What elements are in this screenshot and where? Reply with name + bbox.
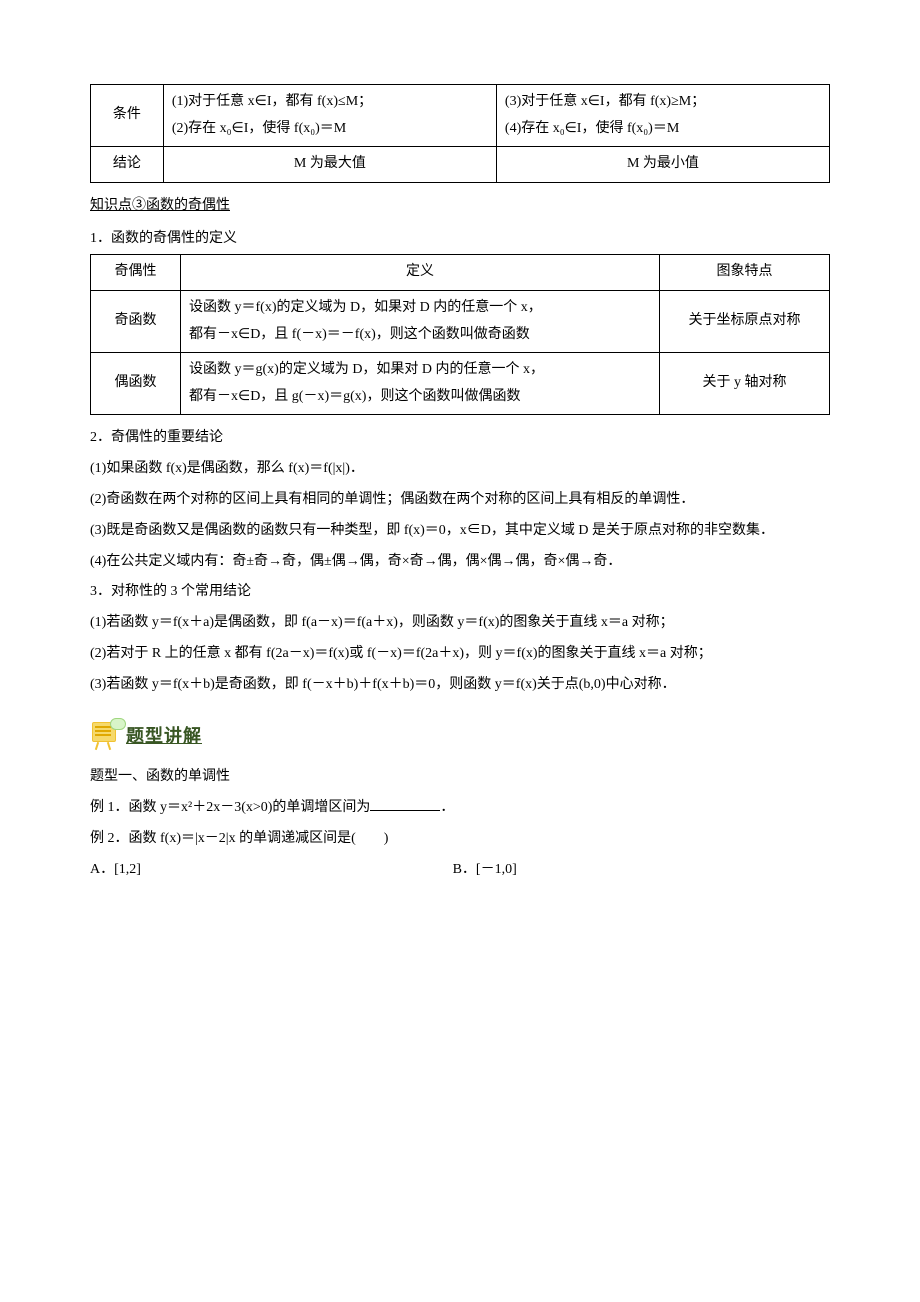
def-line: 都有－x∈D，且 f(－x)＝－f(x)，则这个函数叫做奇函数 [189,322,651,349]
s3-3-p1: (1)若函数 y＝f(x＋a)是偶函数，即 f(a－x)＝f(a＋x)，则函数 … [90,608,830,639]
s3-1-title: 1．函数的奇偶性的定义 [90,224,830,255]
s3-3-title: 3．对称性的 3 个常用结论 [90,577,830,608]
cond-left: (1)对于任意 x∈I，都有 f(x)≤M； (2)存在 x₀∈I，使得 f(x… [163,85,496,147]
s3-2-p1: (1)如果函数 f(x)是偶函数，那么 f(x)＝f(|x|)． [90,454,830,485]
table-row: 条件 (1)对于任意 x∈I，都有 f(x)≤M； (2)存在 x₀∈I，使得 … [91,85,830,147]
parity-name: 奇函数 [91,290,181,352]
tixing-heading-text: 题型讲解 [126,717,202,757]
ex1-suffix: ． [440,800,454,815]
lecture-board-icon [90,722,124,750]
topic-1-title: 题型一、函数的单调性 [90,762,830,793]
s3-3-p3: (3)若函数 y＝f(x＋b)是奇函数，即 f(－x＋b)＋f(x＋b)＝0，则… [90,670,830,701]
table-row: 结论 M 为最大值 M 为最小值 [91,147,830,183]
parity-def: 设函数 y＝f(x)的定义域为 D，如果对 D 内的任意一个 x， 都有－x∈D… [181,290,660,352]
section-3-title: 知识点③函数的奇偶性 [90,191,830,222]
conclusion-right: M 为最小值 [496,147,829,183]
col-header: 奇偶性 [91,255,181,291]
table-header-row: 奇偶性 定义 图象特点 [91,255,830,291]
option-a: A．[1,2] [90,855,453,886]
def-line: 都有－x∈D，且 g(－x)＝g(x)，则这个函数叫做偶函数 [189,384,651,411]
s3-2-p3: (3)既是奇函数又是偶函数的函数只有一种类型，即 f(x)＝0，x∈D，其中定义… [90,516,830,547]
ex1-text: 例 1．函数 y＝x²＋2x－3(x>0)的单调增区间为 [90,800,370,815]
cond-line: (1)对于任意 x∈I，都有 f(x)≤M； [172,89,488,116]
row-label: 结论 [91,147,164,183]
cond-line: (2)存在 x₀∈I，使得 f(x₀)＝M [172,116,488,143]
parity-name: 偶函数 [91,353,181,415]
table-row: 偶函数 设函数 y＝g(x)的定义域为 D，如果对 D 内的任意一个 x， 都有… [91,353,830,415]
parity-def: 设函数 y＝g(x)的定义域为 D，如果对 D 内的任意一个 x， 都有－x∈D… [181,353,660,415]
col-header: 定义 [181,255,660,291]
example-1: 例 1．函数 y＝x²＋2x－3(x>0)的单调增区间为 ． [90,793,830,824]
table-row: 奇函数 设函数 y＝f(x)的定义域为 D，如果对 D 内的任意一个 x， 都有… [91,290,830,352]
s3-3-p2: (2)若对于 R 上的任意 x 都有 f(2a－x)＝f(x)或 f(－x)＝f… [90,639,830,670]
def-line: 设函数 y＝f(x)的定义域为 D，如果对 D 内的任意一个 x， [189,295,651,322]
conclusion-left: M 为最大值 [163,147,496,183]
cond-line: (4)存在 x₀∈I，使得 f(x₀)＝M [505,116,821,143]
parity-table: 奇偶性 定义 图象特点 奇函数 设函数 y＝f(x)的定义域为 D，如果对 D … [90,254,830,415]
example-2-options: A．[1,2] B．[－1,0] [90,855,830,886]
cond-line: (3)对于任意 x∈I，都有 f(x)≥M； [505,89,821,116]
s3-2-p4: (4)在公共定义域内有：奇±奇→奇，偶±偶→偶，奇×奇→偶，偶×偶→偶，奇×偶→… [90,547,830,578]
col-header: 图象特点 [660,255,830,291]
blank-underline [370,797,440,811]
tixing-heading-row: 题型讲解 [90,717,830,757]
example-2: 例 2．函数 f(x)＝|x－2|x 的单调递减区间是( ) [90,824,830,855]
option-b: B．[－1,0] [453,855,830,886]
def-line: 设函数 y＝g(x)的定义域为 D，如果对 D 内的任意一个 x， [189,357,651,384]
extrema-table: 条件 (1)对于任意 x∈I，都有 f(x)≤M； (2)存在 x₀∈I，使得 … [90,84,830,183]
row-label: 条件 [91,85,164,147]
cond-right: (3)对于任意 x∈I，都有 f(x)≥M； (4)存在 x₀∈I，使得 f(x… [496,85,829,147]
parity-feature: 关于坐标原点对称 [660,290,830,352]
s3-2-title: 2．奇偶性的重要结论 [90,423,830,454]
s3-2-p2: (2)奇函数在两个对称的区间上具有相同的单调性；偶函数在两个对称的区间上具有相反… [90,485,830,516]
parity-feature: 关于 y 轴对称 [660,353,830,415]
